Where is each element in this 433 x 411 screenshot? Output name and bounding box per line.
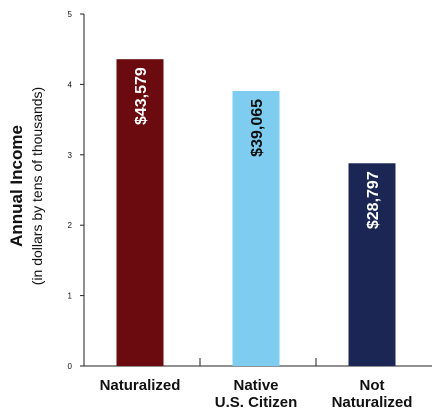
y-tick-label: 1 — [68, 292, 73, 301]
y-tick-label: 4 — [68, 80, 73, 89]
bar — [348, 163, 396, 366]
bars — [116, 59, 396, 367]
x-category-label: Native — [233, 377, 278, 394]
y-tick-label: 5 — [68, 10, 73, 19]
x-category-label: Naturalized — [100, 377, 181, 394]
bar — [232, 90, 280, 367]
x-category-label: Naturalized — [332, 394, 413, 411]
bar — [116, 59, 164, 367]
y-axis-title-group: Annual Income (in dollars by tens of tho… — [7, 87, 45, 285]
x-category-label: U.S. Citizen — [215, 394, 298, 411]
y-tick-label: 0 — [68, 362, 73, 371]
data-label: $39,065 — [249, 99, 266, 157]
data-label: $28,797 — [365, 171, 382, 229]
y-axis-subtitle: (in dollars by tens of thousands) — [29, 87, 45, 285]
y-tick-label: 2 — [68, 221, 73, 230]
y-tick-label: 3 — [68, 151, 73, 160]
data-label: $43,579 — [133, 67, 150, 125]
x-category-label: Not — [360, 377, 385, 394]
y-axis-title: Annual Income — [7, 125, 26, 247]
